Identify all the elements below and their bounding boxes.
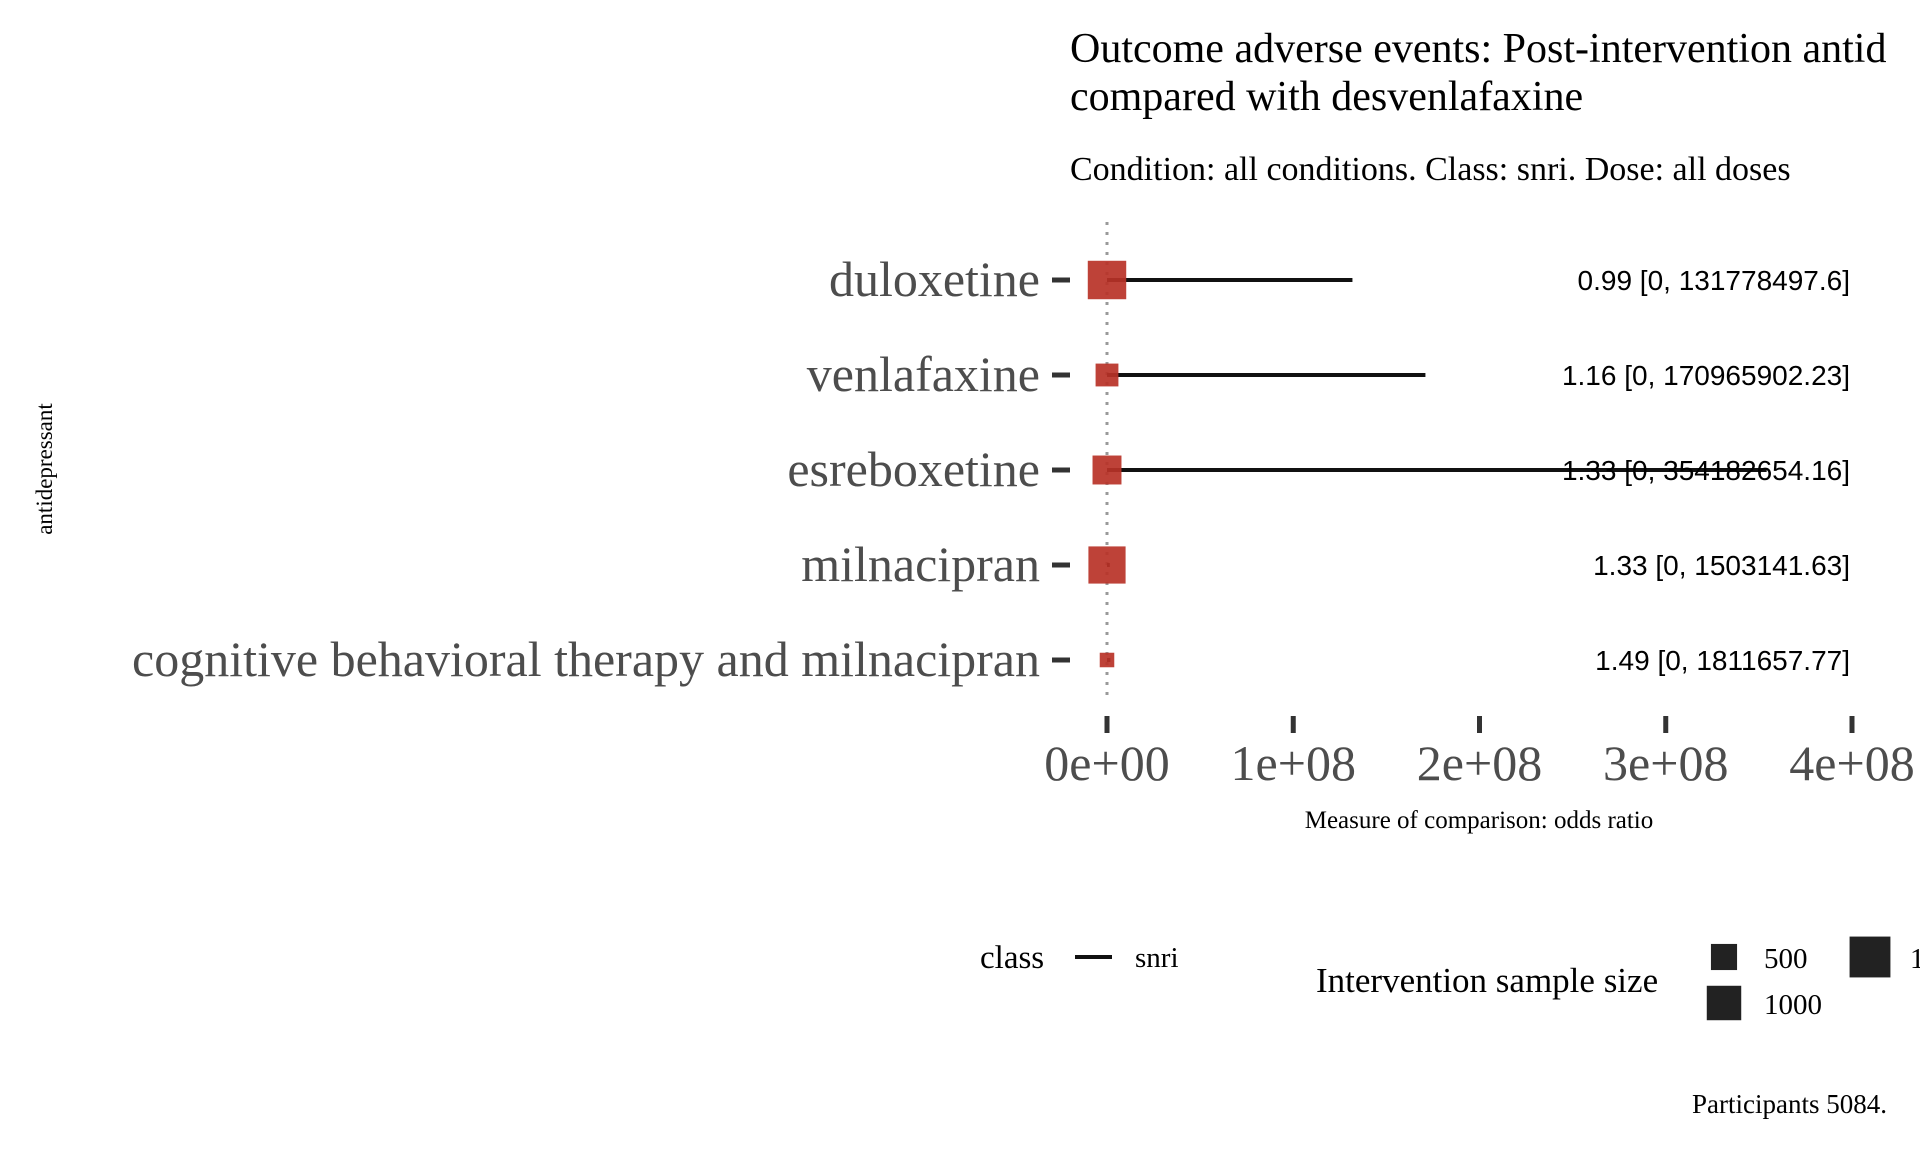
data-label: 1.33 [0, 354182654.16]	[1562, 455, 1850, 486]
point-estimate	[1095, 363, 1119, 387]
legend-size-key	[1706, 985, 1742, 1021]
point-estimate	[1087, 260, 1127, 300]
point-estimate	[1092, 455, 1122, 485]
data-label: 1.16 [0, 170965902.23]	[1562, 360, 1850, 391]
data-label: 0.99 [0, 131778497.6]	[1578, 265, 1850, 296]
legend-size-label: 500	[1764, 943, 1808, 975]
y-axis-label: antidepressant	[32, 403, 57, 535]
legend-size-title: Intervention sample size	[1316, 961, 1658, 1000]
legend-class: class snri	[980, 940, 1179, 976]
y-tick-label: duloxetine	[829, 251, 1040, 307]
x-tick-label: 4e+08	[1789, 735, 1914, 791]
y-tick-label: milnacipran	[801, 536, 1040, 592]
x-tick-label: 1e+08	[1231, 735, 1356, 791]
chart-subtitle: Condition: all conditions. Class: snri. …	[1070, 151, 1791, 188]
legend-size: Intervention sample size 500 1000 1	[1316, 936, 1920, 1021]
legend-class-item: snri	[1135, 942, 1179, 974]
x-tick-label: 0e+00	[1044, 735, 1169, 791]
x-axis-label: Measure of comparison: odds ratio	[1305, 807, 1654, 834]
point-estimate	[1088, 546, 1126, 584]
legend-size-key	[1849, 936, 1891, 978]
chart-title-line2: compared with desvenlafaxine	[1070, 74, 1583, 120]
legend-size-key	[1710, 943, 1738, 971]
y-tick-label: esreboxetine	[787, 441, 1040, 497]
legend-size-label: 1000	[1764, 989, 1822, 1021]
legend-class-title: class	[980, 940, 1044, 976]
x-tick-label: 3e+08	[1603, 735, 1728, 791]
data-label: 1.33 [0, 1503141.63]	[1593, 550, 1850, 581]
point-estimate	[1099, 652, 1115, 668]
x-tick-label: 2e+08	[1417, 735, 1542, 791]
chart-caption: Participants 5084.	[1692, 1089, 1887, 1119]
legend-size-label: 1	[1910, 943, 1920, 975]
y-tick-label: cognitive behavioral therapy and milnaci…	[132, 631, 1040, 687]
data-label: 1.49 [0, 1811657.77]	[1595, 645, 1850, 676]
y-tick-label: venlafaxine	[807, 346, 1040, 402]
chart-title: Outcome adverse events: Post-interventio…	[1070, 26, 1886, 72]
